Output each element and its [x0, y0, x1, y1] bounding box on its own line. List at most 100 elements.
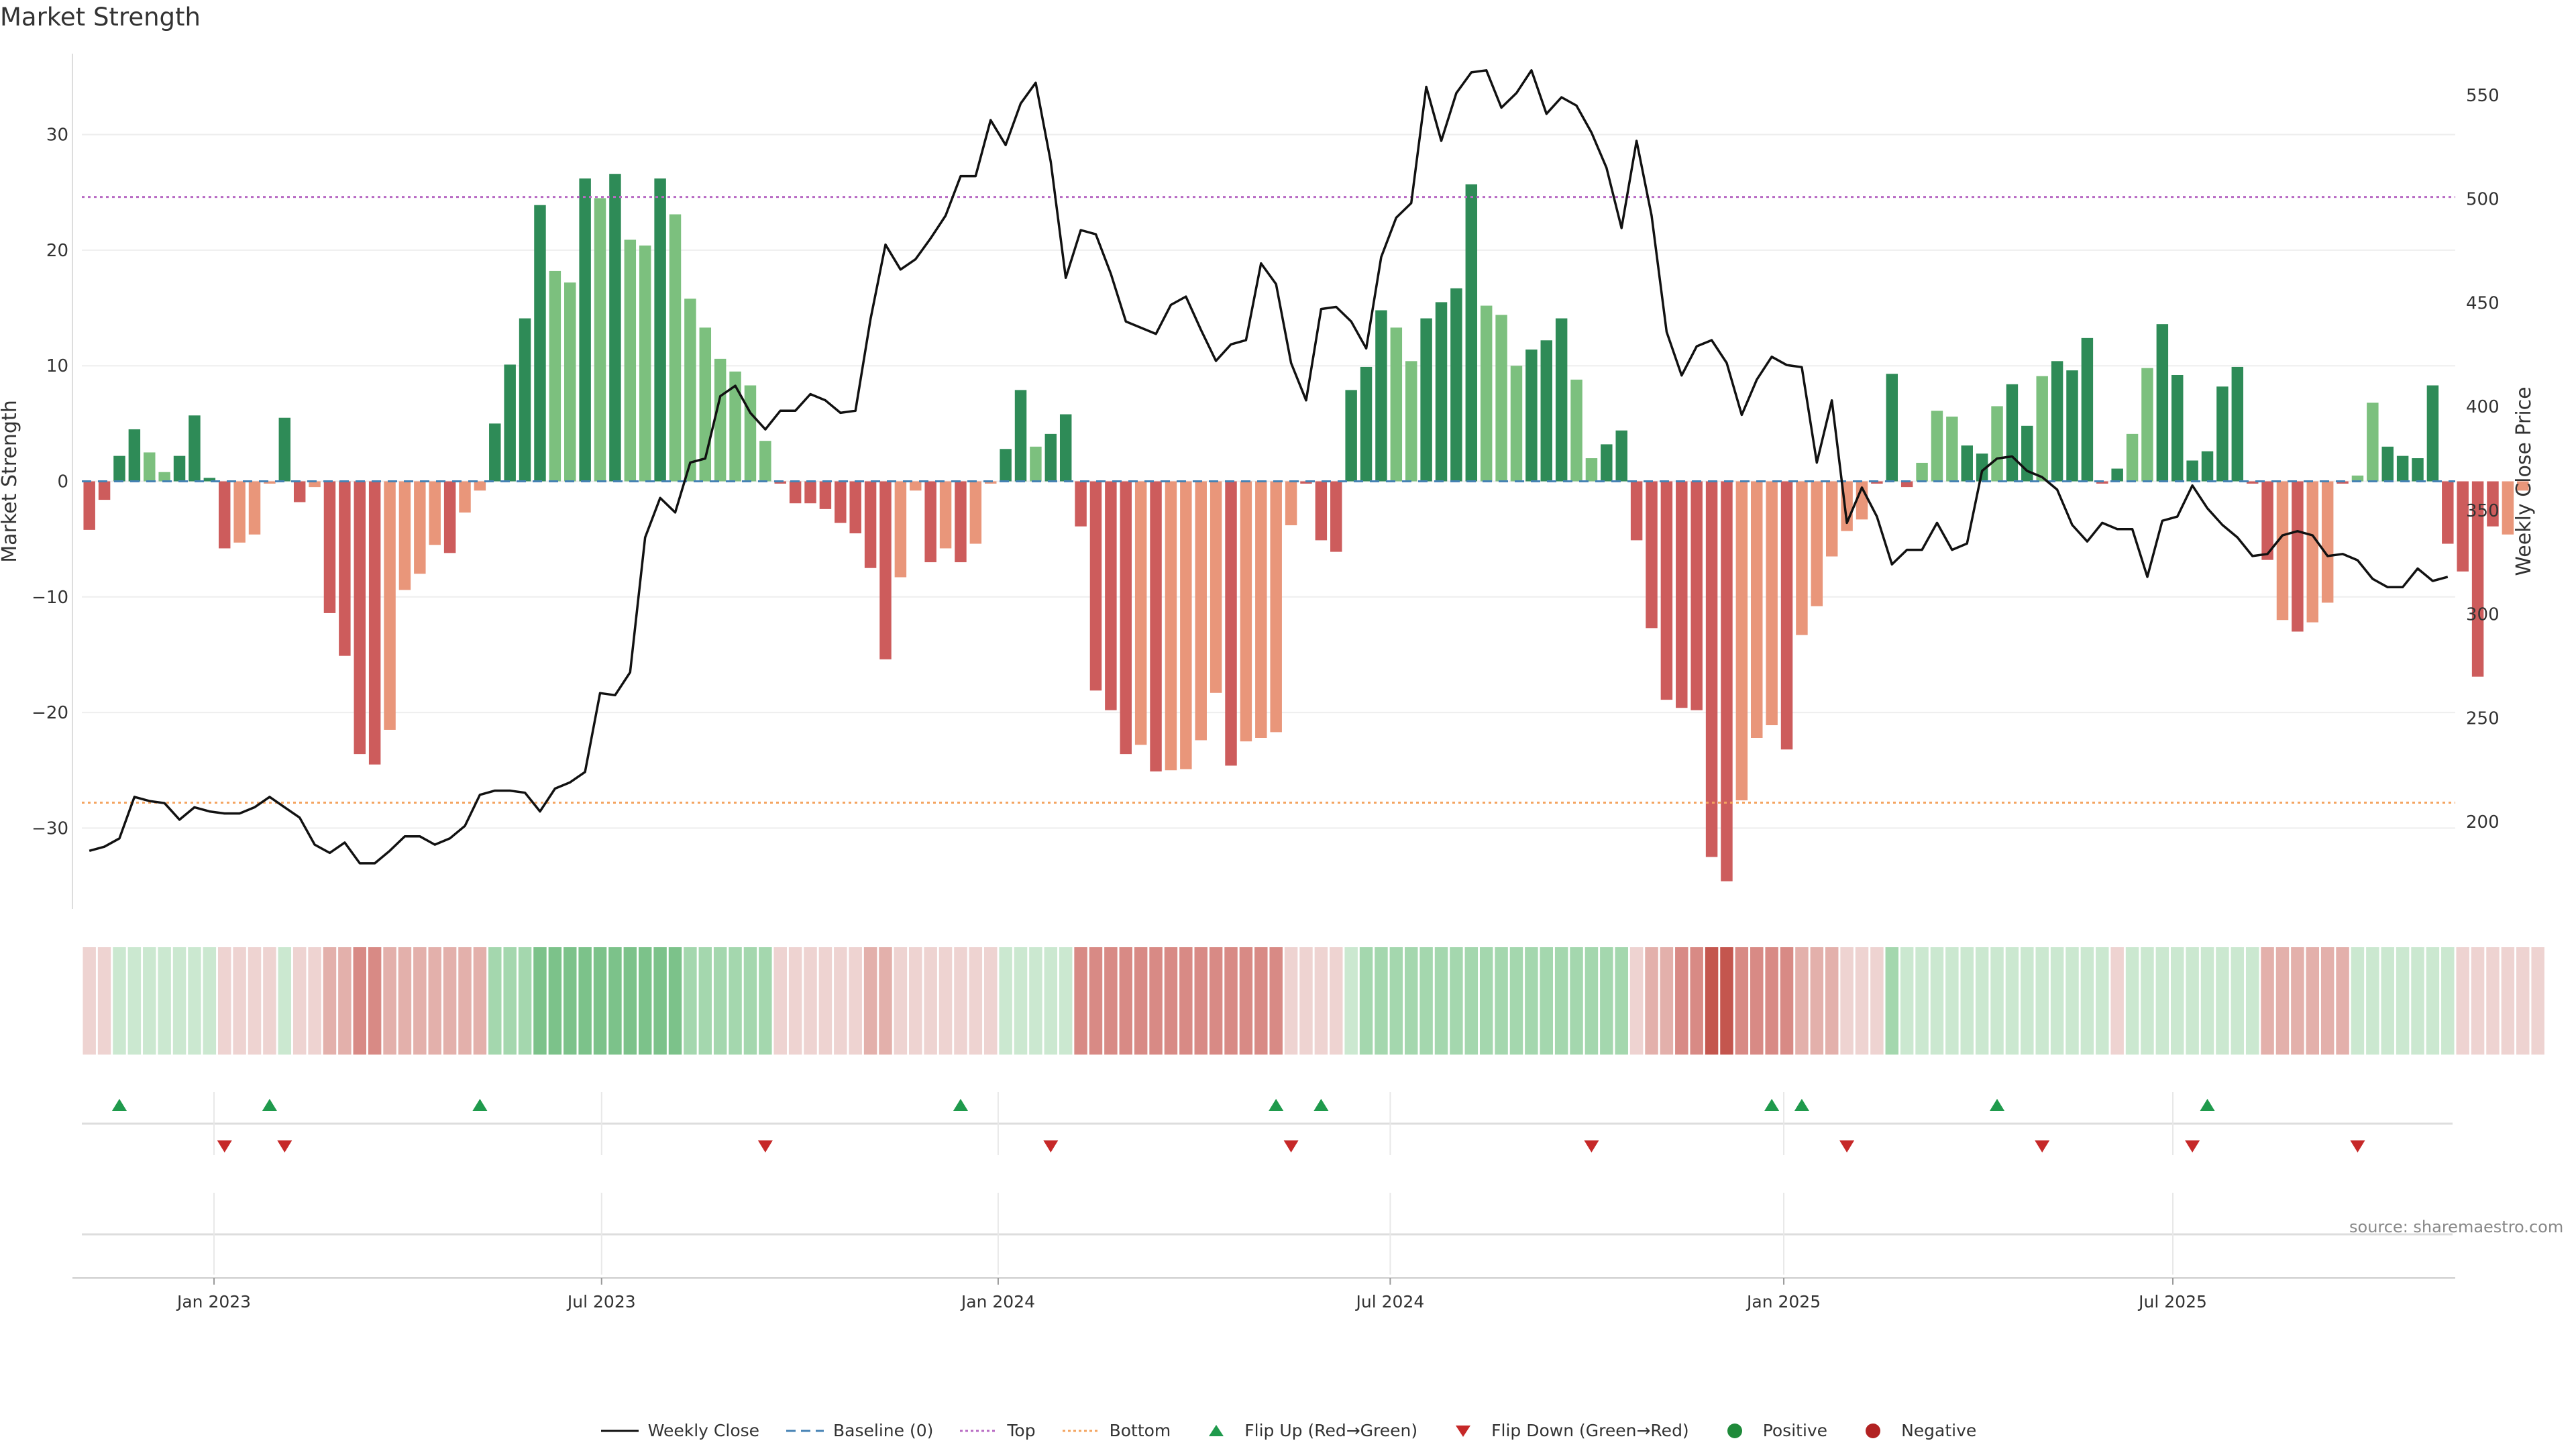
- y-axis-label: Market Strength: [0, 400, 21, 562]
- heat-cell: [1525, 947, 1538, 1055]
- strength-bar: [173, 455, 186, 482]
- strength-bar: [684, 299, 696, 482]
- heat-cell: [1104, 947, 1118, 1055]
- heat-cell: [97, 947, 111, 1055]
- strength-bar: [1014, 390, 1027, 482]
- heat-cell: [1960, 947, 1974, 1055]
- strength-bar: [2111, 468, 2123, 482]
- strength-bar: [879, 481, 892, 659]
- strength-bar: [113, 455, 125, 482]
- heat-cell: [1900, 947, 1914, 1055]
- heat-cell: [2531, 947, 2544, 1055]
- heat-cell: [217, 947, 231, 1055]
- strength-bar: [2141, 368, 2153, 482]
- heat-cell: [278, 947, 292, 1055]
- heat-cell: [158, 947, 171, 1055]
- strength-bar: [2457, 481, 2469, 572]
- strength-bar: [1000, 449, 1012, 482]
- heat-cell: [2441, 947, 2455, 1055]
- heat-cell: [113, 947, 126, 1055]
- y2-tick-label: 400: [2466, 397, 2500, 417]
- strength-bar: [1375, 310, 1387, 482]
- heat-cell: [2411, 947, 2424, 1055]
- heat-cell: [894, 947, 908, 1055]
- heat-cell: [458, 947, 472, 1055]
- strength-bar: [2426, 385, 2439, 482]
- strength-bar: [1766, 481, 1778, 726]
- heat-cell: [428, 947, 441, 1055]
- strength-bar: [924, 481, 936, 563]
- flip-up-marker: [953, 1099, 968, 1111]
- weekly-close-line: [89, 69, 2449, 865]
- heat-cell: [863, 947, 877, 1055]
- heat-cell: [1224, 947, 1238, 1055]
- legend-label: Positive: [1762, 1421, 1828, 1440]
- strength-bar: [218, 481, 231, 549]
- strength-bar: [2096, 481, 2108, 484]
- strength-bar: [1089, 481, 1102, 691]
- strength-bar: [2276, 481, 2289, 621]
- heat-cell: [1134, 947, 1148, 1055]
- strength-bar: [609, 174, 621, 482]
- heat-cell: [473, 947, 487, 1055]
- legend-item: Flip Down (Green→Red): [1443, 1421, 1689, 1440]
- legend-label: Bottom: [1109, 1421, 1171, 1440]
- strength-bar: [1435, 302, 1448, 482]
- flip-up-marker: [1313, 1099, 1329, 1111]
- strength-bar: [1225, 481, 1237, 766]
- heat-cell: [2275, 947, 2290, 1055]
- strength-bar: [1420, 318, 1432, 482]
- heat-cell: [203, 947, 217, 1055]
- heat-cell: [1945, 947, 1959, 1055]
- strength-bar: [639, 246, 651, 482]
- axes: −30 −20 −10 0 10 20 30 200 250 300 350 400 450 500 550…: [0, 54, 2536, 909]
- strength-bar: [339, 481, 351, 656]
- strength-bar: [2231, 366, 2244, 482]
- x-tick-label: Jul 2024: [1355, 1292, 1425, 1311]
- heat-cell: [1450, 947, 1463, 1055]
- heat-cell: [924, 947, 937, 1055]
- flip-down-marker: [2185, 1140, 2200, 1152]
- heat-cell: [2351, 947, 2365, 1055]
- strength-bar: [189, 415, 201, 482]
- strength-bar: [2502, 481, 2514, 535]
- heat-cell: [1735, 947, 1749, 1055]
- strength-bar: [429, 481, 441, 545]
- heat-cell: [1660, 947, 1674, 1055]
- flip-up-marker: [262, 1099, 277, 1111]
- strength-bar: [1165, 481, 1177, 771]
- heat-cell: [518, 947, 532, 1055]
- reference-lines: [82, 196, 2455, 804]
- heat-cell: [1119, 947, 1133, 1055]
- strength-bar: [98, 481, 111, 500]
- flip-down-marker: [1584, 1140, 1599, 1152]
- strength-bar: [759, 441, 771, 482]
- legend-label: Flip Up (Red→Green): [1244, 1421, 1418, 1440]
- strength-bar: [443, 481, 456, 553]
- heat-cell: [1840, 947, 1854, 1055]
- strength-bar: [2471, 481, 2484, 677]
- heat-cell: [1690, 947, 1703, 1055]
- flip-down-marker: [1283, 1140, 1299, 1152]
- strength-bar: [1134, 481, 1147, 745]
- strength-bar: [2156, 324, 2169, 482]
- strength-bar: [2412, 458, 2424, 482]
- heat-cell: [548, 947, 562, 1055]
- heat-cell: [1629, 947, 1644, 1055]
- strength-bar: [309, 481, 321, 488]
- y-tick-label: −10: [32, 588, 68, 608]
- strength-bar: [744, 385, 757, 482]
- heat-cell: [2005, 947, 2019, 1055]
- heat-cell: [1780, 947, 1794, 1055]
- strength-bar: [1871, 481, 1883, 484]
- heat-cell: [1074, 947, 1087, 1055]
- y-tick-label: −20: [32, 703, 68, 723]
- heat-cell: [909, 947, 922, 1055]
- heat-cell: [2396, 947, 2410, 1055]
- strength-bar: [1946, 417, 1958, 482]
- heat-cell: [1194, 947, 1208, 1055]
- heat-cell: [954, 947, 967, 1055]
- heat-cell: [1870, 947, 1884, 1055]
- strength-bar: [83, 481, 95, 530]
- heat-cell: [233, 947, 246, 1055]
